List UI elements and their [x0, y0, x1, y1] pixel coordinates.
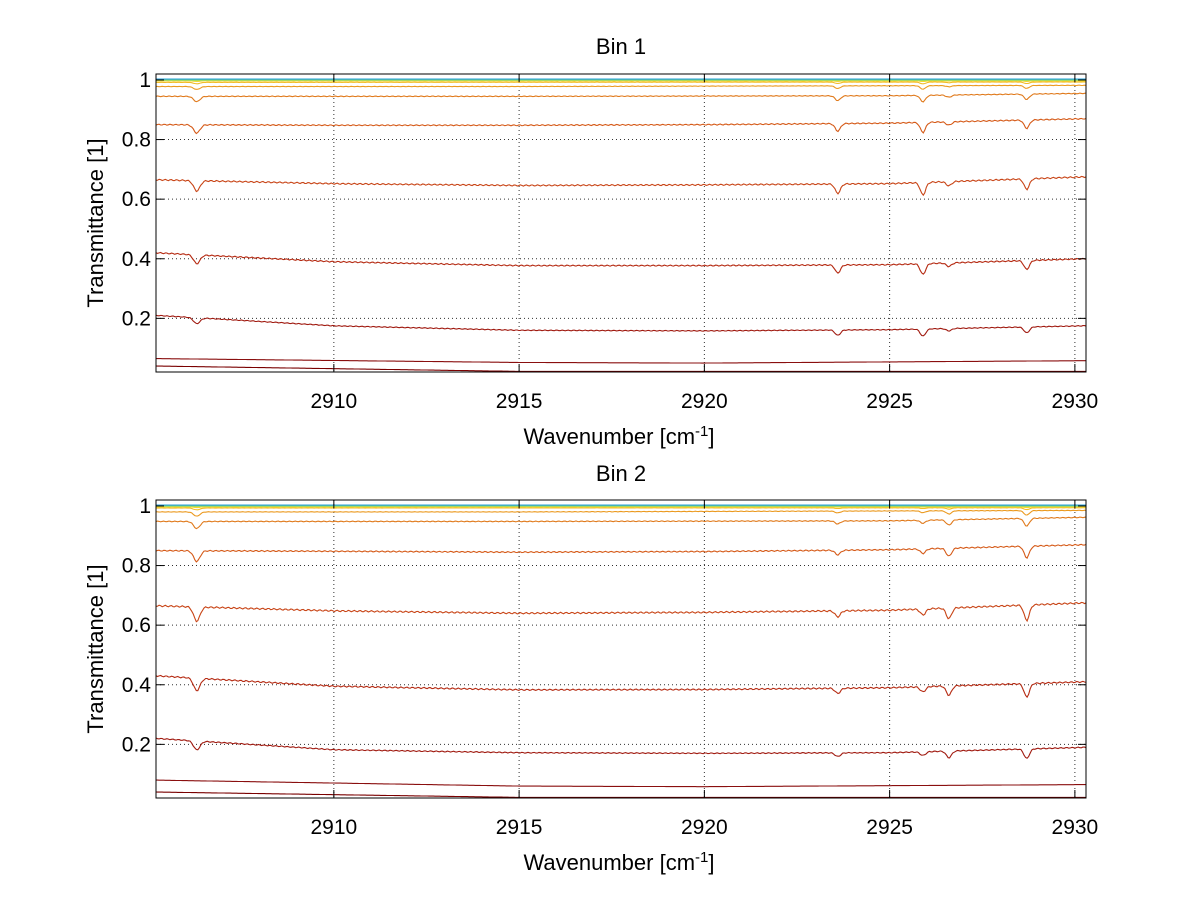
x-axis-label-text: Wavenumber [cm — [523, 850, 695, 875]
y-tick-label: 0.8 — [122, 129, 151, 152]
series-line — [156, 117, 1086, 135]
y-tick-label: 1 — [139, 495, 151, 518]
series-line — [156, 92, 1086, 103]
x-axis-label-superscript: -1 — [695, 849, 708, 866]
y-tick-label: 0.4 — [122, 674, 152, 697]
series-line — [156, 358, 1086, 364]
series-line — [156, 601, 1086, 623]
y-tick-label: 0.2 — [122, 307, 151, 330]
series-line — [156, 791, 1086, 798]
series-line — [156, 251, 1086, 275]
y-tick-label: 0.4 — [122, 248, 152, 271]
y-tick-label: 1 — [139, 69, 151, 92]
x-axis-label: Wavenumber [cm-1] — [523, 849, 714, 876]
axes-frame — [155, 73, 1087, 373]
x-tick-label: 2920 — [681, 816, 728, 839]
series-line — [156, 779, 1086, 788]
series-line — [156, 507, 1086, 511]
series-line — [156, 543, 1086, 563]
y-tick-label: 0.6 — [122, 188, 151, 211]
x-axis-label-end: ] — [708, 850, 714, 875]
series-line — [156, 509, 1086, 517]
x-tick-label: 2920 — [681, 390, 728, 413]
x-axis-label-text: Wavenumber [cm — [523, 424, 695, 449]
chart-title: Bin 1 — [596, 34, 646, 59]
x-tick-label: 2915 — [496, 816, 543, 839]
x-axis-label-superscript: -1 — [695, 423, 708, 440]
x-tick-label: 2910 — [310, 390, 357, 413]
series-line — [156, 314, 1086, 337]
x-tick-label: 2930 — [1052, 390, 1099, 413]
series-line — [156, 84, 1086, 90]
axes-frame — [155, 499, 1087, 799]
x-tick-label: 2915 — [496, 390, 543, 413]
series-line — [156, 506, 1086, 509]
x-tick-label: 2925 — [866, 390, 913, 413]
series-line — [156, 365, 1086, 372]
series-line — [156, 737, 1086, 759]
series-line — [156, 175, 1086, 197]
x-tick-label: 2930 — [1052, 816, 1099, 839]
x-axis-label: Wavenumber [cm-1] — [523, 423, 714, 450]
y-tick-label: 0.6 — [122, 614, 151, 637]
x-tick-label: 2925 — [866, 816, 913, 839]
series-line — [156, 80, 1086, 83]
y-axis-label: Transmittance [1] — [83, 138, 108, 307]
x-axis-label-end: ] — [708, 424, 714, 449]
chart-title: Bin 2 — [596, 461, 646, 486]
series-line — [156, 81, 1086, 85]
y-axis-label: Transmittance [1] — [83, 564, 108, 733]
series-group — [156, 504, 1086, 798]
y-tick-label: 0.8 — [122, 555, 151, 578]
series-line — [156, 674, 1086, 699]
x-tick-label: 2910 — [310, 816, 357, 839]
series-group — [156, 78, 1086, 372]
series-line — [156, 516, 1086, 530]
y-tick-label: 0.2 — [122, 733, 151, 756]
